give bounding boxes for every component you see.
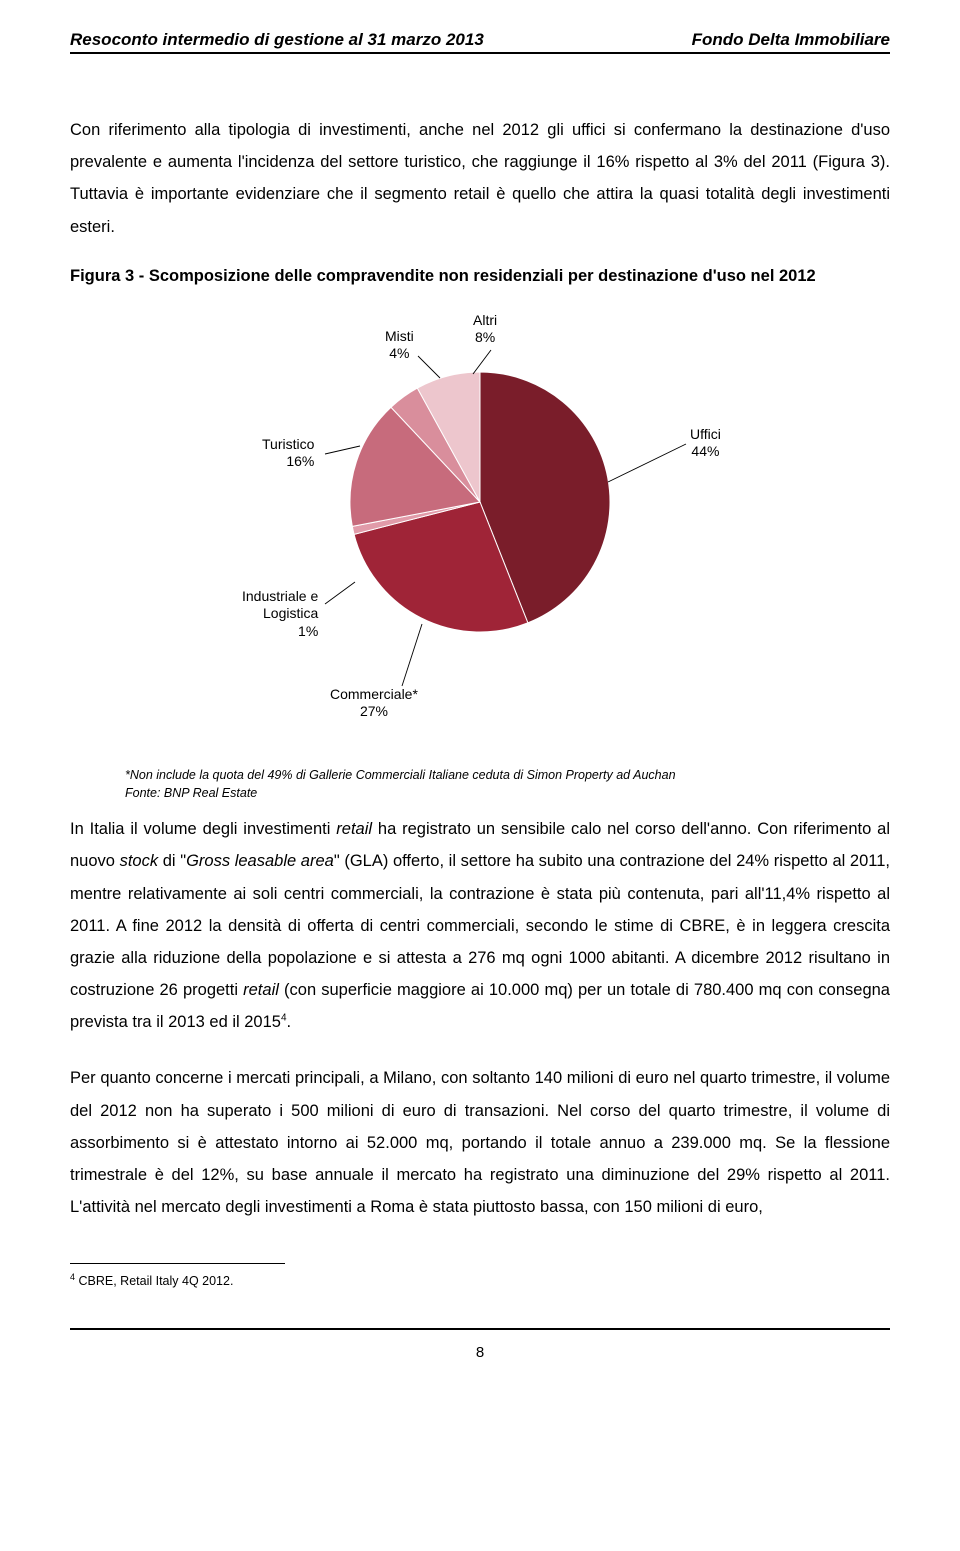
footnote-separator — [70, 1263, 285, 1264]
figure-footnote-2: Fonte: BNP Real Estate — [125, 784, 890, 803]
header-left: Resoconto intermedio di gestione al 31 m… — [70, 30, 484, 50]
figure-footnote-1: *Non include la quota del 49% di Galleri… — [125, 766, 890, 785]
pie-label-uffici: Uffici 44% — [690, 426, 721, 461]
document-page: Resoconto intermedio di gestione al 31 m… — [0, 0, 960, 1401]
pie-label-altri: Altri 8% — [473, 312, 497, 347]
pie-label-turistico: Turistico 16% — [262, 436, 314, 471]
page-number: 8 — [70, 1344, 890, 1361]
endnote-4: 4 CBRE, Retail Italy 4Q 2012. — [70, 1272, 890, 1288]
paragraph-1: Con riferimento alla tipologia di invest… — [70, 114, 890, 243]
pie-label-misti: Misti 4% — [385, 328, 414, 363]
pie-chart: Altri 8% Misti 4% Turistico 16% Industri… — [170, 316, 790, 736]
page-header: Resoconto intermedio di gestione al 31 m… — [70, 30, 890, 54]
paragraph-3: Per quanto concerne i mercati principali… — [70, 1062, 890, 1223]
figure-title: Figura 3 - Scomposizione delle compraven… — [70, 267, 890, 286]
pie-label-commerciale: Commerciale* 27% — [330, 686, 418, 721]
pie-svg — [170, 316, 790, 736]
footer-rule — [70, 1328, 890, 1330]
header-right: Fondo Delta Immobiliare — [692, 30, 890, 50]
figure-footnotes: *Non include la quota del 49% di Galleri… — [125, 766, 890, 804]
pie-label-industriale: Industriale e Logistica 1% — [242, 588, 318, 641]
paragraph-2: In Italia il volume degli investimenti r… — [70, 813, 890, 1038]
